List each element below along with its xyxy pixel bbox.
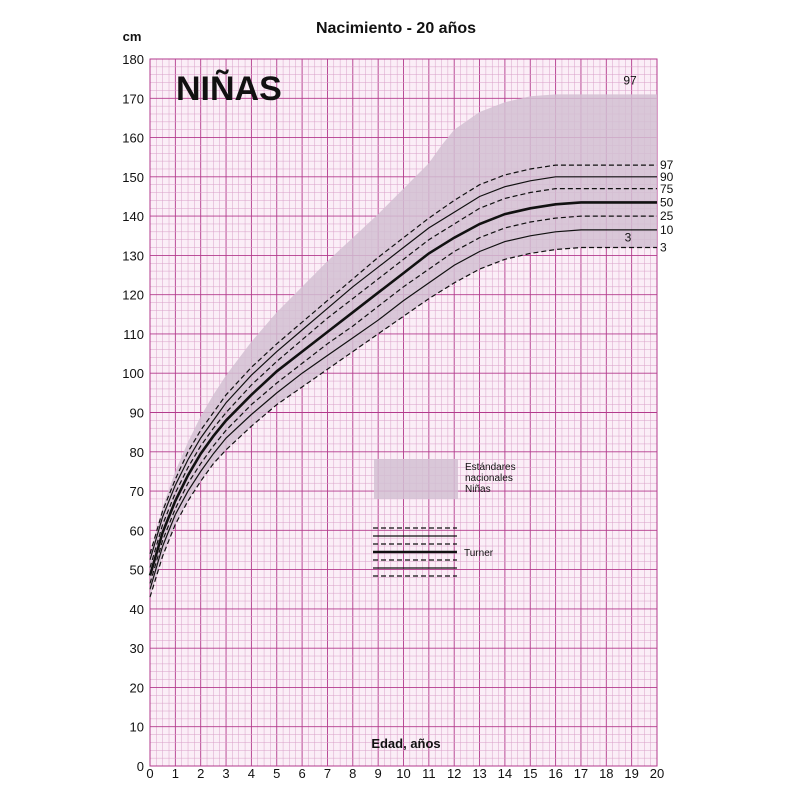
y-tick-label: 180 <box>122 52 144 67</box>
x-tick-label: 1 <box>172 766 179 781</box>
x-tick-label: 17 <box>574 766 588 781</box>
series-line-p10 <box>149 229 657 590</box>
percentile-label-p50: 50 <box>660 195 674 209</box>
legend-band-text: nacionales <box>465 473 513 484</box>
x-tick-label: 8 <box>349 766 356 781</box>
x-tick-label: 7 <box>324 766 331 781</box>
percentile-label-p10: 10 <box>660 223 674 237</box>
band-upper-label: 97 <box>623 73 637 87</box>
series-line-p3 <box>149 246 657 598</box>
y-tick-label: 120 <box>122 288 144 303</box>
chart-title: Nacimiento - 20 años <box>316 20 476 37</box>
legend-band-swatch <box>374 459 458 499</box>
y-tick-label: 0 <box>137 759 144 774</box>
legend-band-text: Estándares <box>465 462 516 473</box>
x-tick-label: 11 <box>422 766 436 781</box>
y-tick-label: 90 <box>130 406 144 421</box>
x-tick-label: 6 <box>298 766 305 781</box>
y-tick-label: 130 <box>122 248 144 263</box>
standards-band <box>150 94 657 598</box>
x-tick-label: 9 <box>375 766 382 781</box>
series-line-p97 <box>149 164 657 555</box>
series-line-p50 <box>148 201 657 576</box>
y-tick-label: 80 <box>130 445 144 460</box>
y-tick-label: 70 <box>130 484 144 499</box>
y-tick-label: 60 <box>130 523 144 538</box>
x-tick-label: 2 <box>197 766 204 781</box>
x-tick-label: 3 <box>222 766 229 781</box>
x-tick-label: 14 <box>498 766 512 781</box>
series-line-p25 <box>149 215 657 584</box>
axis-tick-labels: 0102030405060708090100110120130140150160… <box>122 52 664 781</box>
x-tick-label: 4 <box>248 766 255 781</box>
x-tick-label: 10 <box>396 766 410 781</box>
y-tick-label: 20 <box>130 680 144 695</box>
y-tick-label: 10 <box>130 720 144 735</box>
plot-frame <box>149 58 658 767</box>
percentile-label-p97: 97 <box>660 158 674 172</box>
y-axis-label: cm <box>123 29 142 44</box>
y-tick-label: 150 <box>122 170 144 185</box>
y-tick-label: 110 <box>123 327 144 342</box>
x-tick-label: 16 <box>548 766 562 781</box>
x-tick-label: 13 <box>472 766 486 781</box>
y-tick-label: 160 <box>122 131 144 146</box>
x-tick-label: 5 <box>273 766 280 781</box>
series-line-p75 <box>149 188 657 568</box>
y-tick-label: 30 <box>130 641 144 656</box>
x-axis-label: Edad, años <box>371 736 440 751</box>
percentile-series-layer <box>148 164 657 598</box>
x-tick-label: 20 <box>650 766 664 781</box>
percentile-label-p25: 25 <box>660 209 674 223</box>
panel-label: NIÑAS <box>176 70 282 108</box>
series-line-p90 <box>149 176 657 560</box>
x-tick-label: 15 <box>523 766 537 781</box>
x-tick-label: 0 <box>146 766 153 781</box>
y-tick-label: 140 <box>122 209 144 224</box>
percentile-label-p90: 90 <box>660 170 674 184</box>
band-lower-label: 3 <box>625 231 632 245</box>
standards-band-layer <box>150 94 657 598</box>
x-tick-label: 12 <box>447 766 461 781</box>
legend-band-text: Niñas <box>465 484 491 495</box>
percentile-label-p3: 3 <box>660 241 667 255</box>
x-tick-label: 19 <box>624 766 638 781</box>
percentile-label-p75: 75 <box>660 182 674 196</box>
legend-lines-text: Turner <box>464 548 494 559</box>
y-tick-label: 40 <box>130 602 144 617</box>
y-tick-label: 100 <box>122 366 144 381</box>
y-tick-label: 50 <box>130 563 144 578</box>
y-tick-label: 170 <box>122 91 144 106</box>
x-tick-label: 18 <box>599 766 613 781</box>
